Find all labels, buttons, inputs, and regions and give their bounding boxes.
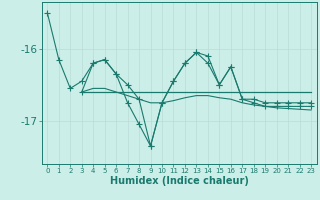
- X-axis label: Humidex (Indice chaleur): Humidex (Indice chaleur): [110, 176, 249, 186]
